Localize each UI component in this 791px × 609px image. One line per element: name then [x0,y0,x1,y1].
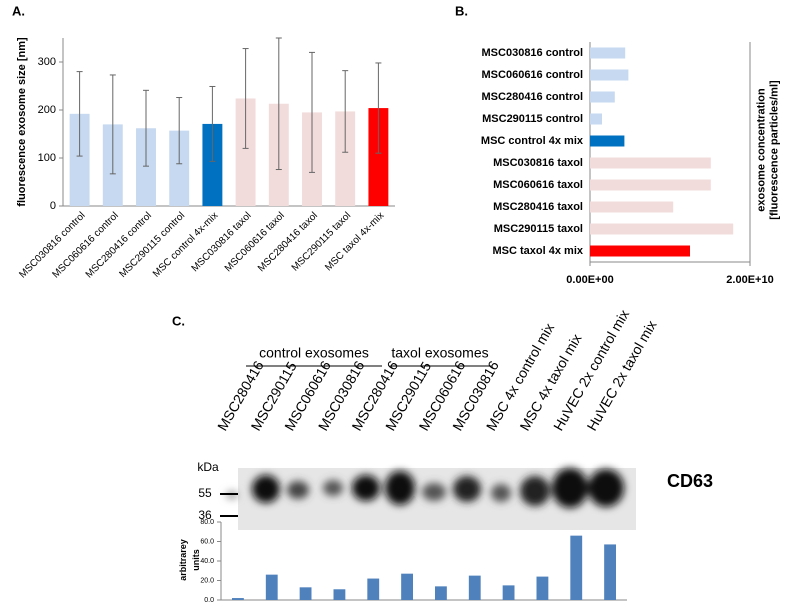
error-bar [309,51,315,173]
bar [590,179,711,191]
error-bar [342,70,349,153]
y-tick-label: MSC060616 control [482,69,583,81]
bar [590,201,674,213]
bar [401,573,414,600]
y-axis-label: exosome concentration [755,88,767,212]
bar [367,578,380,600]
annotation: 55 [198,486,212,500]
bar [590,135,625,147]
x-tick-label: MSC290115 taxol [290,210,353,273]
bar [502,585,515,600]
bar [335,111,356,206]
error-bar [375,62,382,154]
error-bar [76,71,83,157]
panel-label: B. [455,3,468,18]
bar [604,544,617,600]
panel-label: C. [172,313,185,328]
y-tick-label: MSC control 4x mix [481,135,584,147]
error-bar [143,89,149,167]
bar [536,576,549,600]
y-tick-label: MSC290115 taxol [494,223,583,235]
x-tick-label: 0.00E+00 [566,274,613,286]
y-tick-label: MSC030816 control [482,47,583,59]
western-blot [220,365,636,530]
annotation: taxol exosomes [391,345,488,361]
bar [202,123,223,206]
bar [590,69,629,81]
y-tick-label: MSC280416 control [482,91,583,103]
y-tick-label: 0.0 [204,597,214,604]
bar [590,245,690,257]
panel-label: A. [12,3,25,18]
annotation: kDa [197,460,219,474]
bar [265,574,278,600]
y-tick-label: 100 [38,152,56,164]
y-tick-label: 40.0 [200,558,214,565]
x-tick-label: MSC060616 taxol [223,210,287,274]
y-tick-label: 200 [38,104,56,116]
y-tick-label: 20.0 [200,577,214,584]
bar [590,223,734,235]
bar [235,98,256,206]
y-axis-label: units [191,549,201,571]
bar [169,130,190,206]
bar [468,575,481,600]
bar [69,113,90,206]
annotation: CD63 [667,471,713,491]
error-bar [242,48,249,149]
x-tick-label: 2.00E+10 [726,274,773,286]
annotation: 36 [198,508,212,522]
bar [590,91,615,103]
x-tick-label: MSC taxol 4x-mix [323,210,386,273]
y-tick-label: MSC290115 control [482,113,583,125]
error-bar [109,74,116,175]
x-tick-label: MSC280416 taxol [256,210,320,274]
y-tick-label: 300 [38,56,56,68]
y-tick-label: MSC280416 taxol [493,201,583,213]
y-tick-label: 0 [50,200,56,212]
bar [590,47,626,59]
bar [333,589,346,600]
bar [231,598,244,600]
y-axis-label: arbitrarey [178,539,188,581]
bar [590,157,711,169]
bar [136,128,156,206]
y-tick-label: 80.0 [200,519,214,526]
y-axis-label: [fluorescence particles/ml] [768,80,780,220]
error-bar [176,97,183,165]
bar [570,535,583,600]
y-tick-label: MSC taxol 4x mix [493,245,584,257]
error-bar [275,37,282,171]
bar [299,587,312,600]
bar [368,108,389,206]
y-tick-label: MSC060616 taxol [493,179,583,191]
bar [590,113,602,125]
y-axis-label: fluorescence exosome size [nm] [16,37,28,207]
y-tick-label: MSC030816 taxol [493,157,583,169]
error-bar [209,85,216,162]
y-tick-label: 60.0 [200,538,214,545]
bar [434,586,447,600]
x-tick-label: MSC030816 taxol [190,210,254,274]
annotation: control exosomes [259,345,369,361]
